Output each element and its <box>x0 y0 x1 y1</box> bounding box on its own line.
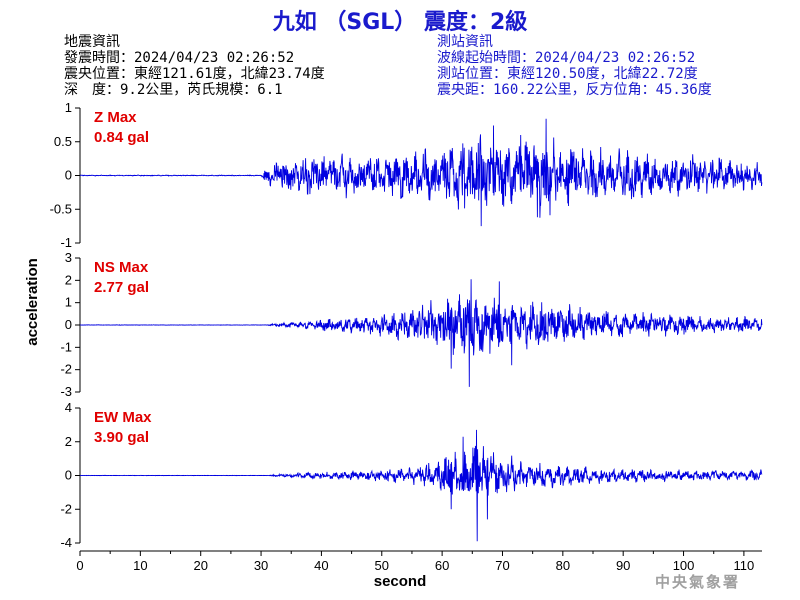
max-label: EW Max <box>94 409 152 426</box>
depth-magnitude: 深 度：9.2公里，芮氏規模：6.1 <box>64 82 283 98</box>
max-value: 2.77 gal <box>94 279 149 296</box>
x-axis: 0 10 20 30 40 50 60 70 80 90 100 110 <box>76 550 762 573</box>
quake-info-block: 地震資訊 發震時間：2024/04/23 02:26:52 震央位置：東經121.6… <box>64 34 325 98</box>
max-label: NS Max <box>94 259 149 276</box>
origin-time: 發震時間：2024/04/23 02:26:52 <box>64 50 295 66</box>
y-tick-label: 0 <box>65 317 72 332</box>
x-tick-label: 30 <box>254 558 268 573</box>
y-tick-label: 2 <box>65 434 72 449</box>
y-tick-label: -1 <box>60 339 72 354</box>
x-tick-label: 70 <box>495 558 509 573</box>
x-tick-label: 60 <box>435 558 449 573</box>
max-value: 3.90 gal <box>94 429 149 446</box>
wave-start-time: 波線起始時間：2024/04/23 02:26:52 <box>437 50 696 66</box>
x-tick-label: 110 <box>734 558 755 573</box>
station-info-block: 測站資訊 波線起始時間：2024/04/23 02:26:52 測站位置：東經120… <box>437 34 712 98</box>
max-label: Z Max <box>94 109 137 126</box>
y-tick-label: 0.5 <box>54 134 72 149</box>
x-tick-label: 20 <box>193 558 207 573</box>
y-tick-label: -2 <box>60 501 72 516</box>
y-tick-label: -1 <box>60 235 72 250</box>
y-tick-label: 2 <box>65 272 72 287</box>
y-tick-label: 0 <box>65 168 72 183</box>
station-location: 測站位置：東經120.50度，北緯22.72度 <box>437 66 698 82</box>
x-tick-label: 100 <box>673 558 695 573</box>
y-axis-title: acceleration <box>24 258 41 346</box>
y-tick-label: -4 <box>60 535 72 550</box>
y-tick-label: -0.5 <box>50 201 72 216</box>
quake-info-heading: 地震資訊 <box>64 34 120 50</box>
x-tick-label: 80 <box>556 558 570 573</box>
x-tick-label: 50 <box>375 558 389 573</box>
panel-ew: -4 -2 0 2 4 EW Max 3.90 gal <box>60 400 763 550</box>
y-tick-label: 3 <box>65 250 72 265</box>
agency-watermark: 中央氣象署 <box>655 573 741 591</box>
y-tick-label: 1 <box>65 100 72 115</box>
y-tick-label: 1 <box>65 295 72 310</box>
max-value: 0.84 gal <box>94 129 149 146</box>
y-tick-label: 0 <box>65 468 72 483</box>
x-tick-label: 10 <box>133 558 147 573</box>
epicenter-location: 震央位置：東經121.61度，北緯23.74度 <box>64 66 325 82</box>
y-tick-label: -2 <box>60 362 72 377</box>
chart-title: 九如 （SGL） 震度：2級 <box>272 10 528 35</box>
panel-ns: -3 -2 -1 0 1 2 3 NS Max 2.77 gal <box>60 250 763 399</box>
series-line-ew <box>79 429 763 542</box>
chart-panels: -1 -0.5 0 0.5 1 Z Max 0.84 gal -3 -2 -1 0 1 2 3 NS Max… <box>50 100 763 550</box>
y-tick-label: 4 <box>65 400 72 415</box>
x-tick-label: 40 <box>314 558 328 573</box>
x-axis-title: second <box>374 573 427 590</box>
x-tick-label: 90 <box>616 558 630 573</box>
series-line-ns <box>79 279 763 387</box>
series-line-z <box>79 118 763 227</box>
station-info-heading: 測站資訊 <box>437 34 493 50</box>
y-tick-label: -3 <box>60 384 72 399</box>
panel-z: -1 -0.5 0 0.5 1 Z Max 0.84 gal <box>50 100 763 250</box>
x-tick-label: 0 <box>76 558 83 573</box>
epicentral-distance: 震央距：160.22公里，反方位角：45.36度 <box>437 82 712 98</box>
